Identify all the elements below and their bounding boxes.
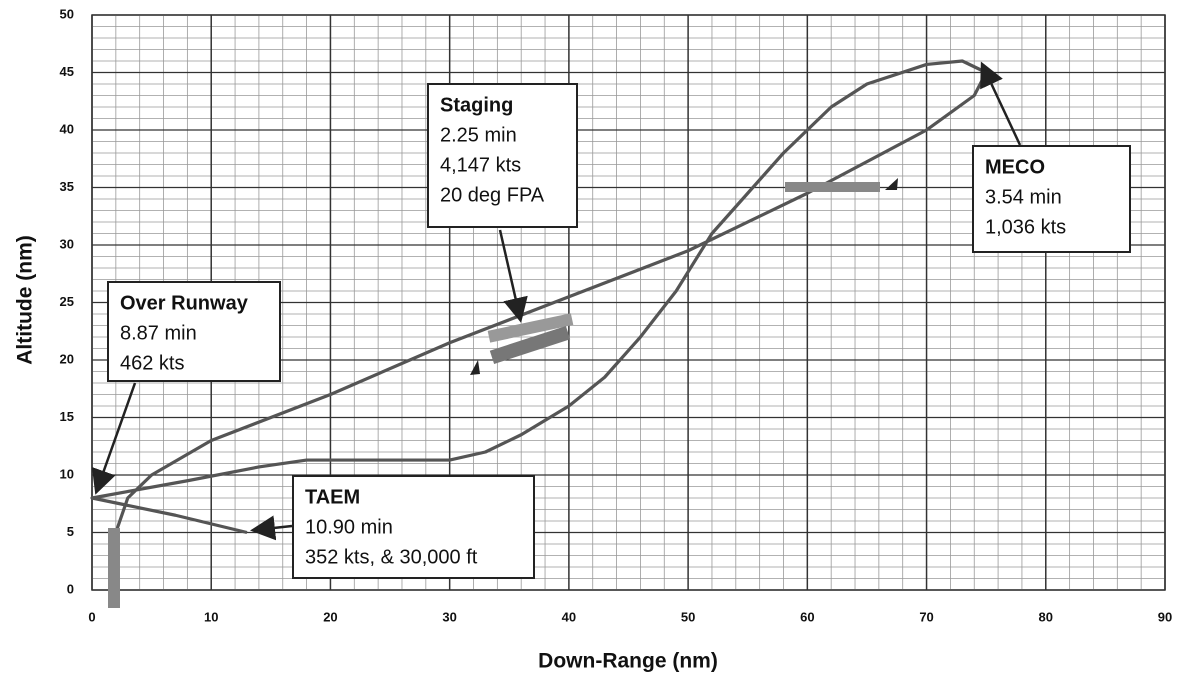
y-tick-label: 35	[60, 179, 74, 194]
y-tick-label: 5	[67, 524, 74, 539]
vehicle-icons	[108, 178, 898, 608]
annotation-text: 20 deg FPA	[440, 184, 545, 206]
annotation-text: 3.54 min	[985, 186, 1062, 208]
y-tick-label: 20	[60, 351, 74, 366]
y-tick-label: 15	[60, 409, 74, 424]
x-tick-label: 20	[323, 609, 337, 624]
annotation-text: 4,147 kts	[440, 154, 521, 176]
y-tick-label: 10	[60, 466, 74, 481]
x-tick-label: 80	[1039, 609, 1053, 624]
x-tick-label: 60	[800, 609, 814, 624]
annotation-text: 462 kts	[120, 352, 184, 374]
annotation-arrow	[498, 229, 528, 323]
x-tick-label: 70	[919, 609, 933, 624]
trajectory-line	[90, 59, 988, 568]
annotation-arrow	[91, 382, 137, 495]
annotation-box	[427, 83, 578, 228]
x-tick-label: 10	[204, 609, 218, 624]
x-tick-label: 30	[442, 609, 456, 624]
y-tick-label: 50	[60, 6, 74, 21]
annotation-arrow	[980, 61, 1022, 146]
annotation-box	[292, 475, 535, 579]
annotation-text: MECO	[985, 156, 1045, 178]
x-axis-title: Down-Range (nm)	[538, 650, 718, 673]
annotation-text: Staging	[440, 94, 513, 116]
annotation-text: Over Runway	[120, 292, 249, 314]
annotation-text: 1,036 kts	[985, 216, 1066, 238]
annotation-text: TAEM	[305, 486, 360, 508]
annotation-text: 352 kts, & 30,000 ft	[305, 546, 478, 568]
annotation-box	[972, 145, 1131, 253]
y-tick-label: 40	[60, 121, 74, 136]
y-tick-label: 45	[60, 64, 74, 79]
y-tick-label: 30	[60, 236, 74, 251]
x-tick-label: 0	[88, 609, 95, 624]
y-tick-label: 0	[67, 581, 74, 596]
annotation-box	[107, 281, 281, 382]
annotation-arrow	[250, 515, 293, 541]
y-axis-title: Altitude (nm)	[14, 235, 37, 364]
y-tick-label: 25	[60, 294, 74, 309]
x-tick-label: 50	[681, 609, 695, 624]
x-tick-label: 90	[1158, 609, 1172, 624]
annotation-text: 8.87 min	[120, 322, 197, 344]
annotation-text: 10.90 min	[305, 516, 393, 538]
annotation-text: 2.25 min	[440, 124, 517, 146]
x-tick-label: 40	[562, 609, 576, 624]
